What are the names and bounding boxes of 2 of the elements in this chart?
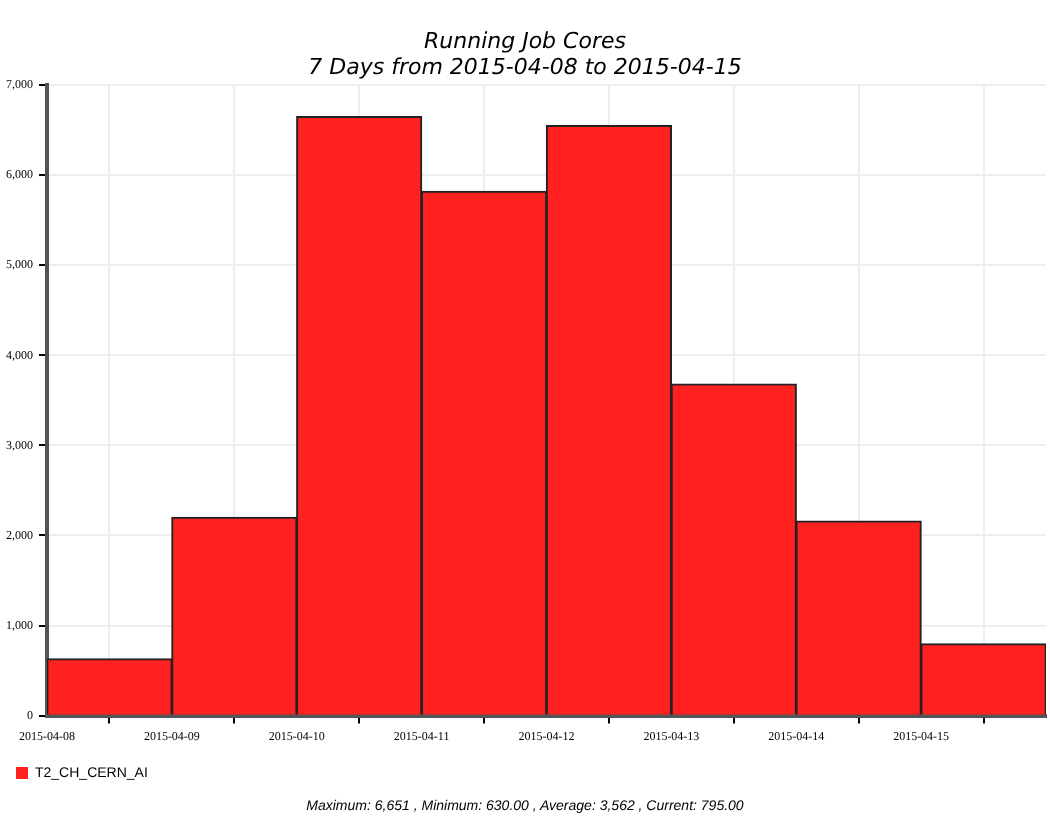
chart-title: Running Job Cores (422, 28, 628, 54)
chart-subtitle: 7 Days from 2015-04-08 to 2015-04-15 (306, 54, 744, 80)
